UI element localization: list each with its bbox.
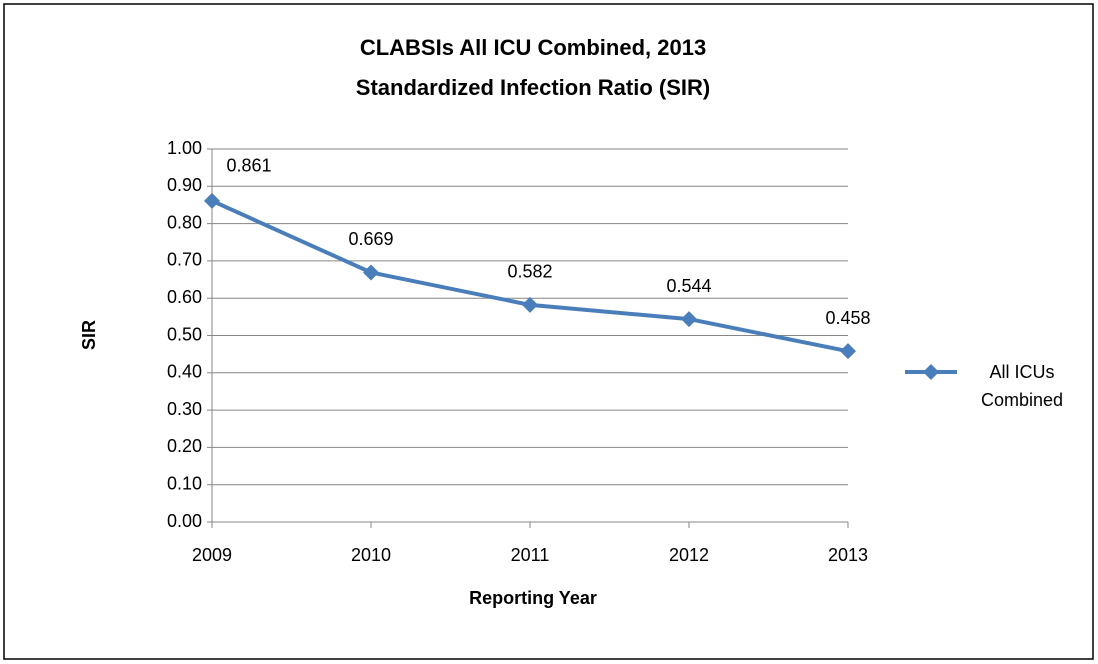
- data-label: 0.669: [348, 229, 393, 249]
- y-tick-label: 0.00: [167, 511, 202, 531]
- y-tick-label: 0.40: [167, 362, 202, 382]
- y-tick-label: 0.30: [167, 399, 202, 419]
- y-tick-label: 0.80: [167, 212, 202, 232]
- legend-label: All ICUs Combined: [980, 362, 1064, 410]
- x-tick-label: 2009: [192, 545, 232, 565]
- chart-title: CLABSIs All ICU Combined, 2013: [360, 35, 706, 60]
- chart-border: [3, 3, 1094, 660]
- chart-title: Standardized Infection Ratio (SIR): [356, 75, 710, 100]
- data-label: 0.544: [666, 276, 711, 296]
- data-point: [204, 192, 220, 209]
- x-tick-label: 2013: [828, 545, 868, 565]
- y-tick-label: 0.70: [167, 250, 202, 270]
- x-tick-label: 2012: [669, 545, 709, 565]
- y-tick-label: 0.50: [167, 324, 202, 344]
- x-tick-label: 2010: [351, 545, 391, 565]
- x-axis-title: Reporting Year: [469, 588, 597, 608]
- y-tick-label: 0.20: [167, 436, 202, 456]
- data-point: [681, 311, 697, 328]
- y-axis-title: SIR: [79, 320, 99, 350]
- data-label: 0.582: [507, 262, 552, 282]
- data-point: [522, 296, 538, 313]
- data-label: 0.458: [825, 308, 870, 328]
- y-tick-label: 1.00: [167, 138, 202, 158]
- data-point: [363, 264, 379, 281]
- x-tick-label: 2011: [511, 545, 550, 565]
- legend-marker: [923, 364, 939, 380]
- y-tick-label: 0.60: [167, 287, 202, 307]
- y-tick-label: 0.90: [167, 175, 202, 195]
- y-tick-label: 0.10: [167, 473, 202, 493]
- data-point: [840, 343, 856, 360]
- data-label: 0.861: [226, 156, 271, 176]
